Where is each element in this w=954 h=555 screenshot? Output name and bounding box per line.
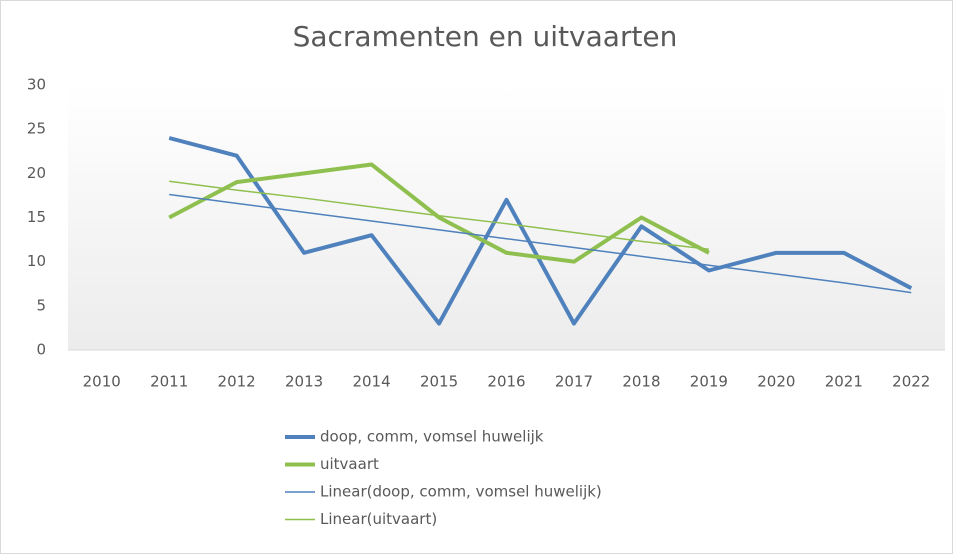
x-tick-label: 2017 — [555, 373, 593, 391]
x-tick-label: 2016 — [487, 373, 525, 391]
legend-label: uitvaart — [320, 455, 379, 473]
y-tick-label: 25 — [27, 120, 46, 138]
y-tick-label: 15 — [27, 208, 46, 226]
y-tick-label: 5 — [36, 296, 46, 314]
x-tick-label: 2013 — [285, 373, 323, 391]
y-tick-label: 10 — [27, 252, 46, 270]
x-tick-label: 2015 — [420, 373, 458, 391]
x-tick-label: 2019 — [690, 373, 728, 391]
legend-label: doop, comm, vomsel huwelijk — [320, 428, 544, 446]
chart-title: Sacramenten en uitvaarten — [293, 20, 678, 53]
plot-area — [68, 85, 945, 350]
y-tick-label: 20 — [27, 164, 46, 182]
x-tick-label: 2012 — [218, 373, 256, 391]
x-tick-label: 2022 — [892, 373, 930, 391]
legend-label: Linear(doop, comm, vomsel huwelijk) — [320, 483, 602, 501]
x-tick-label: 2021 — [825, 373, 863, 391]
series-line — [169, 180, 709, 251]
y-tick-label: 30 — [27, 76, 46, 94]
x-tick-label: 2014 — [352, 373, 390, 391]
legend-label: Linear(uitvaart) — [320, 510, 437, 528]
x-tick-label: 2010 — [83, 373, 121, 391]
series-line — [168, 136, 913, 326]
y-tick-label: 0 — [36, 341, 46, 359]
x-tick-label: 2011 — [150, 373, 188, 391]
x-tick-label: 2018 — [622, 373, 660, 391]
x-tick-label: 2020 — [757, 373, 795, 391]
series-line — [168, 162, 710, 264]
series-line — [169, 193, 912, 294]
